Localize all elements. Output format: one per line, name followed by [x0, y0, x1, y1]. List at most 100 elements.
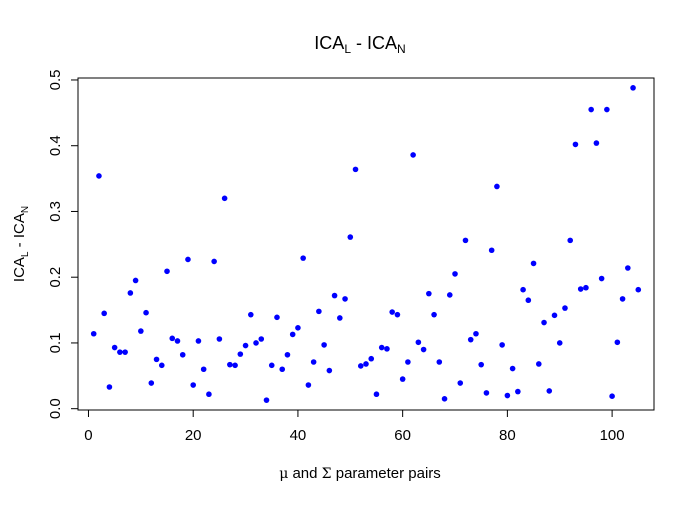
data-point [384, 346, 390, 352]
data-point [588, 106, 594, 113]
data-point [394, 311, 401, 318]
data-point [567, 237, 574, 244]
ylabel-base: ICA [11, 257, 28, 282]
xlabel-and: and [288, 465, 321, 482]
xlabel-rest: parameter pairs [332, 465, 441, 482]
chart-title: ICAL - ICAN [314, 33, 405, 56]
data-point [363, 361, 369, 367]
y-tick-label: 0.1 [47, 333, 64, 354]
data-point [473, 330, 479, 337]
data-point [258, 336, 265, 342]
data-point [373, 391, 380, 398]
data-point [310, 359, 317, 365]
data-point [295, 325, 301, 331]
data-point [577, 286, 584, 292]
data-point [462, 237, 469, 244]
xlabel-sigma: Σ [322, 466, 332, 482]
x-axis-label: μ and Σ parameter pairs [279, 465, 441, 482]
data-point [279, 366, 286, 373]
data-point [593, 140, 600, 146]
data-point [509, 365, 516, 372]
x-tick-label: 0 [84, 427, 92, 444]
data-point [300, 255, 306, 261]
data-point [96, 173, 102, 179]
xlabel-mu: μ [279, 466, 288, 482]
ylabel-sub2: N [20, 206, 31, 213]
data-point [399, 376, 406, 382]
data-point [619, 296, 626, 302]
data-point [457, 380, 464, 386]
y-axis: 0.0 0.1 0.2 0.3 0.4 0.5 [47, 70, 79, 419]
data-point [179, 351, 186, 358]
data-point [321, 342, 327, 348]
data-point [420, 346, 427, 353]
data-point [541, 319, 547, 326]
data-point [289, 331, 296, 338]
data-point [316, 308, 322, 315]
x-axis: 0 20 40 60 80 100 [84, 409, 625, 444]
x-tick-label: 100 [600, 427, 625, 444]
y-tick-label: 0.2 [47, 267, 64, 288]
data-point [101, 310, 107, 317]
data-point [206, 391, 212, 398]
data-point [441, 396, 448, 402]
data-point [494, 183, 500, 190]
data-point [546, 388, 553, 394]
data-point [583, 284, 589, 291]
data-point [132, 277, 139, 284]
data-point [452, 271, 458, 277]
data-point [164, 268, 170, 275]
y-tick-label: 0.0 [47, 398, 64, 419]
data-point [111, 344, 118, 351]
data-point [368, 355, 375, 362]
data-point [483, 390, 490, 396]
title-base: ICA [314, 33, 344, 53]
data-point [263, 397, 270, 403]
data-point [268, 362, 275, 369]
data-point [446, 292, 453, 298]
data-point [169, 335, 176, 342]
data-point [274, 314, 280, 321]
y-tick-label: 0.4 [47, 135, 64, 156]
data-point [426, 290, 432, 297]
data-point [515, 388, 521, 395]
data-point [525, 297, 532, 304]
data-point [431, 311, 437, 318]
y-tick-label: 0.3 [47, 201, 64, 222]
ylabel-sep: - [11, 238, 28, 251]
x-tick-label: 20 [185, 427, 202, 444]
title-base2: ICA [367, 33, 397, 53]
data-point [488, 247, 495, 254]
data-point [499, 342, 505, 348]
data-point [556, 340, 563, 346]
data-point [604, 106, 610, 113]
data-point [625, 265, 631, 271]
data-point [614, 339, 621, 346]
data-point [122, 349, 128, 355]
data-point [211, 258, 217, 265]
data-point [237, 351, 244, 357]
data-point [200, 366, 207, 373]
data-point [405, 359, 411, 365]
data-point [520, 286, 526, 293]
data-point [572, 141, 579, 148]
data-point [337, 315, 343, 321]
y-tick-label: 0.5 [47, 70, 64, 91]
data-point [221, 195, 228, 202]
data-point [326, 367, 333, 374]
x-tick-label: 80 [499, 427, 516, 444]
data-point [536, 361, 542, 367]
data-point [478, 361, 485, 368]
data-point [284, 351, 291, 358]
x-tick-label: 40 [290, 427, 307, 444]
title-sub1: L [344, 42, 351, 56]
data-point [305, 382, 312, 388]
data-point [630, 85, 636, 91]
data-point [415, 339, 422, 346]
data-point [609, 393, 615, 399]
data-point [190, 382, 196, 388]
data-point [242, 342, 249, 349]
data-point [158, 362, 165, 369]
data-point [467, 336, 474, 343]
